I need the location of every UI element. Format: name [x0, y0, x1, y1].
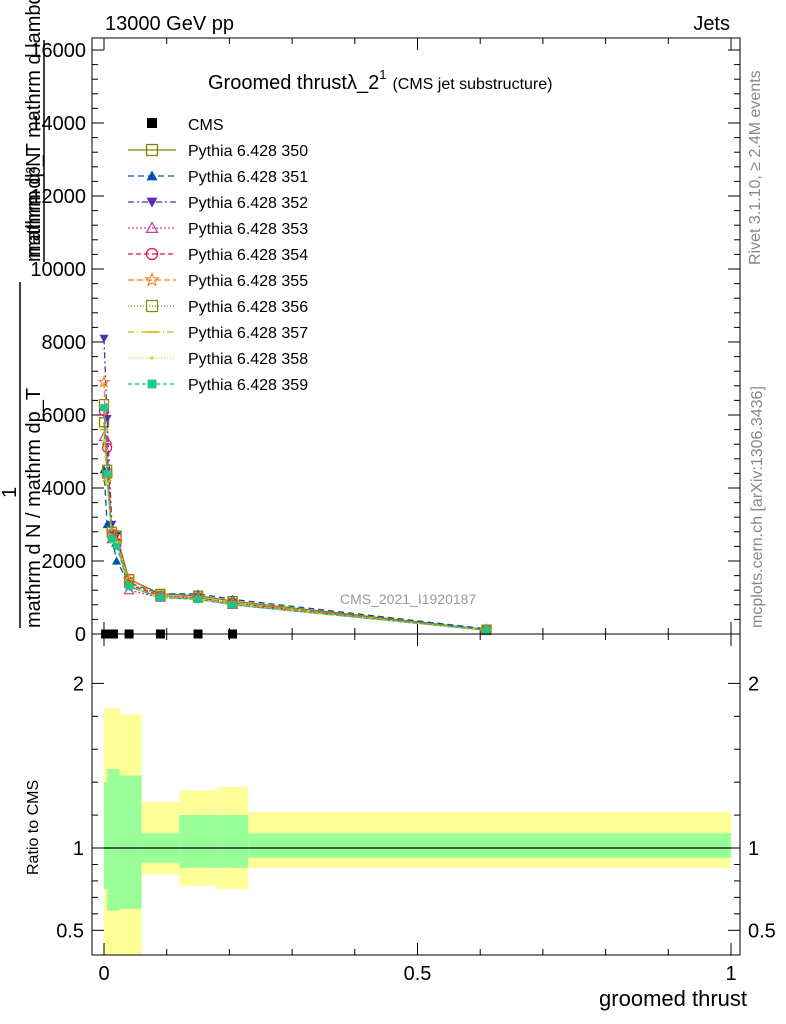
legend-label: Pythia 6.428 358	[188, 351, 308, 368]
mc-point	[112, 556, 122, 565]
ylabel-numerator: mathrm d²N	[23, 152, 45, 258]
ratio-axes: 0.5 0.5 1 1 2 2 0 0.5 1	[56, 633, 776, 985]
process-label: Jets	[693, 13, 730, 35]
mc-point	[194, 595, 202, 603]
main-y-tick-label: 10000	[30, 259, 86, 281]
mc-point	[228, 601, 237, 609]
mc-point	[112, 542, 121, 550]
legend-marker	[146, 170, 158, 181]
ratio-inner-band	[119, 775, 142, 909]
mc-series	[100, 404, 491, 634]
legend-label-cms: CMS	[188, 117, 224, 134]
legend-marker-cms	[147, 118, 157, 128]
x-tick-label: 0	[98, 963, 109, 985]
legend-label: Pythia 6.428 357	[188, 325, 308, 342]
rivet-version-label: Rivet 3.1.10, ≥ 2.4M events	[747, 70, 764, 265]
x-axis-label: groomed thrust	[599, 986, 747, 1011]
legend-label: Pythia 6.428 354	[188, 247, 308, 264]
legend-label: Pythia 6.428 355	[188, 273, 308, 290]
ratio-y-tick-label-right: 1	[748, 838, 759, 860]
x-tick-label: 1	[725, 963, 736, 985]
ratio-inner-band	[248, 833, 731, 858]
legend-label: Pythia 6.428 350	[188, 143, 308, 160]
ratio-frame	[91, 633, 741, 956]
main-y-tick-label: 2000	[42, 551, 87, 573]
legend-label: Pythia 6.428 353	[188, 221, 308, 238]
legend-marker	[145, 247, 159, 261]
mc-point	[103, 469, 111, 477]
mc-series	[99, 465, 491, 633]
ratio-inner-band	[216, 815, 249, 868]
ratio-y-tick-label-right: 2	[748, 673, 759, 695]
mcplots-label: mcplots.cern.ch [arXiv:1306.3436]	[749, 386, 766, 628]
legend-marker	[150, 356, 154, 360]
ratio-uncertainty-bands	[104, 708, 731, 955]
legend-marker	[147, 379, 157, 389]
mc-point	[482, 626, 491, 634]
ratio-y-tick-label-right: 0.5	[748, 920, 776, 942]
main-y-tick-label: 6000	[42, 405, 87, 427]
legend-entry-cms: CMS	[147, 117, 224, 134]
legend-marker	[144, 271, 160, 287]
legend-entry: Pythia 6.428 357	[128, 325, 308, 342]
legend-marker	[146, 197, 158, 208]
main-y-tick-label: 8000	[42, 332, 87, 354]
legend-entry: Pythia 6.428 353	[128, 221, 308, 238]
mc-point	[125, 582, 133, 591]
analysis-watermark: CMS_2021_I1920187	[340, 591, 476, 607]
ratio-y-axis-label: Ratio to CMS	[25, 780, 42, 875]
legend-entry: Pythia 6.428 354	[128, 247, 308, 264]
legend-label: Pythia 6.428 356	[188, 299, 308, 316]
legend-label: Pythia 6.428 351	[188, 169, 308, 186]
mc-point	[97, 375, 111, 388]
legend-marker	[145, 143, 159, 157]
mc-point	[108, 535, 116, 543]
mc-point	[102, 442, 113, 453]
mc-series-line	[103, 338, 487, 631]
mc-point	[156, 593, 165, 602]
mc-point	[99, 334, 109, 343]
x-tick-label: 0.5	[404, 963, 432, 985]
ylabel-one: 1	[0, 487, 21, 498]
mc-point	[100, 404, 108, 412]
energy-label: 13000 GeV pp	[105, 13, 234, 35]
chart-title: Groomed thrustλ_21(CMS jet substructure)	[208, 67, 552, 94]
legend-entry: Pythia 6.428 351	[128, 169, 308, 186]
legend-entry: Pythia 6.428 356	[128, 299, 308, 316]
legend-label: Pythia 6.428 352	[188, 195, 308, 212]
main-y-axis-label: mathrm d²N mathrm dp_T mathrm d lambda 1…	[0, 0, 45, 628]
legend-marker	[145, 299, 159, 313]
ratio-y-tick-label: 0.5	[56, 920, 84, 942]
main-series	[97, 334, 494, 636]
ylabel-denominator: mathrm d N / mathrm dp_T	[23, 388, 45, 628]
main-y-tick-label: 0	[75, 624, 86, 646]
legend: CMS Pythia 6.428 350 Pythia 6.428 351 Pythi…	[128, 117, 308, 394]
ratio-y-tick-label: 2	[73, 673, 84, 695]
ratio-panel: 0.5 0.5 1 1 2 2 0 0.5 1 Ratio to CMS groomed thr…	[25, 633, 776, 1011]
legend-entry: Pythia 6.428 355	[128, 271, 308, 290]
ratio-inner-band	[179, 815, 217, 868]
mc-point	[102, 520, 112, 529]
legend-entry: Pythia 6.428 350	[128, 143, 308, 160]
ratio-inner-band	[104, 782, 108, 890]
ratio-y-tick-label: 1	[73, 838, 84, 860]
legend-entry: Pythia 6.428 352	[128, 195, 308, 212]
legend-marker	[145, 221, 159, 233]
legend-label: Pythia 6.428 359	[188, 377, 308, 394]
legend-entry: Pythia 6.428 359	[128, 377, 308, 394]
main-y-tick-label: 4000	[42, 478, 87, 500]
ratio-inner-band	[107, 768, 120, 911]
ylabel-numerator-right: mathrm dp_T mathrm d lambda	[23, 0, 45, 262]
legend-entry: Pythia 6.428 358	[128, 351, 308, 368]
mc-series-line	[103, 469, 487, 630]
